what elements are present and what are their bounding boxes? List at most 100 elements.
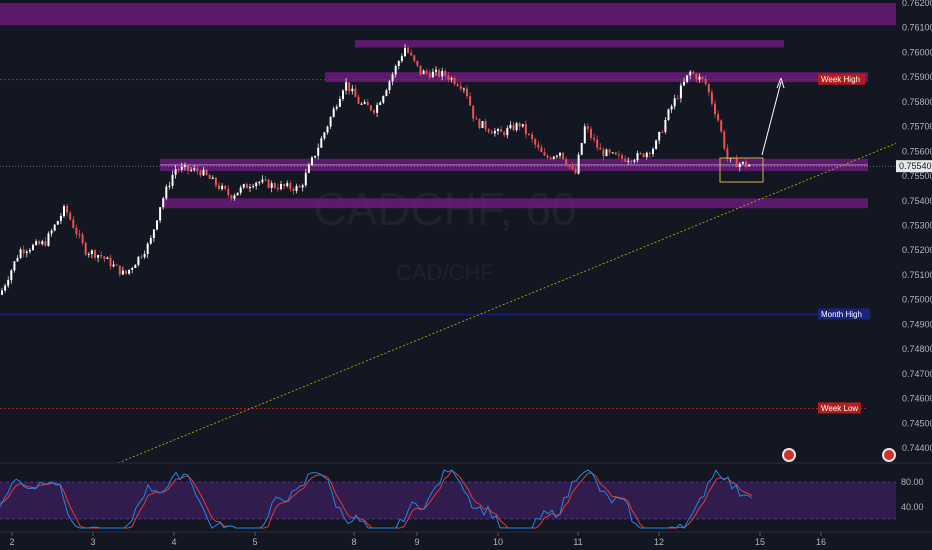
candle-up — [431, 71, 434, 78]
symbol-watermark: CADCHF, 60 — [313, 183, 576, 235]
month-high-label: Month High — [821, 310, 862, 319]
candle-down — [602, 149, 605, 157]
candle-up — [63, 205, 65, 217]
candle-down — [490, 131, 493, 134]
candle-down — [38, 241, 41, 245]
candle-up — [28, 249, 31, 252]
candle-up — [301, 185, 304, 188]
candle-up — [633, 160, 636, 162]
candles-layer — [1, 43, 751, 296]
candle-down — [208, 175, 211, 179]
candle-down — [357, 96, 360, 104]
price-axis[interactable] — [896, 0, 932, 462]
candle-up — [689, 71, 692, 76]
candle-up — [521, 124, 524, 127]
zone-rect[interactable] — [0, 3, 896, 26]
price-tick-label: 0.74400 — [902, 443, 932, 453]
last-price-label: 0.75540 — [899, 161, 932, 171]
candle-down — [22, 249, 25, 254]
candle-up — [16, 258, 19, 262]
candle-down — [466, 88, 468, 97]
candle-up — [351, 88, 354, 92]
candle-up — [332, 108, 335, 118]
candle-up — [162, 198, 165, 208]
consolidation-box[interactable] — [719, 157, 764, 183]
candle-up — [304, 172, 307, 186]
candle-up — [174, 169, 177, 175]
candle-up — [236, 192, 239, 196]
candle-up — [664, 119, 667, 133]
time-axis[interactable]: 2 3 4 5 8 9 10 11 12 15 16 — [9, 532, 826, 547]
zone-rect[interactable] — [162, 198, 868, 209]
candle-down — [714, 103, 716, 115]
event-icon[interactable] — [882, 448, 896, 462]
candle-down — [599, 147, 602, 150]
candle-down — [723, 131, 726, 149]
candle-down — [617, 154, 620, 156]
candle-down — [469, 96, 472, 106]
candle-down — [543, 152, 546, 156]
candle-up — [1, 290, 3, 295]
candle-down — [540, 147, 543, 153]
candle-up — [97, 255, 100, 258]
candle-up — [577, 154, 580, 174]
candle-down — [500, 129, 503, 133]
candle-up — [481, 121, 484, 129]
trendline[interactable] — [117, 142, 898, 464]
candle-up — [748, 165, 751, 167]
candle-up — [686, 75, 689, 82]
candle-up — [165, 186, 168, 199]
candle-down — [487, 129, 490, 132]
candle-up — [580, 143, 583, 155]
candle-down — [125, 270, 127, 274]
price-tick-label: 0.75300 — [902, 221, 932, 231]
candle-down — [639, 153, 642, 155]
candle-down — [109, 257, 112, 267]
price-tick-label: 0.75000 — [902, 295, 932, 305]
candle-up — [627, 160, 630, 162]
candle-down — [537, 144, 540, 148]
last-price-tag: 0.75540 — [896, 160, 932, 173]
candle-down — [701, 76, 704, 79]
candle-down — [369, 105, 372, 111]
candle-down — [224, 185, 227, 190]
candle-up — [338, 99, 341, 107]
time-tick-label: 2 — [9, 537, 14, 547]
candle-up — [382, 95, 385, 103]
price-tick-label: 0.74900 — [902, 319, 932, 329]
candle-up — [249, 187, 251, 189]
candle-up — [180, 166, 183, 170]
candle-up — [211, 177, 214, 179]
candle-down — [407, 47, 410, 53]
candle-up — [193, 168, 196, 170]
candle-down — [354, 88, 357, 97]
zone-rect[interactable] — [325, 72, 868, 83]
candle-up — [239, 187, 242, 193]
last-price-box — [896, 160, 932, 173]
price-tick-label: 0.75200 — [902, 245, 932, 255]
candle-up — [90, 250, 93, 254]
candle-down — [425, 70, 428, 73]
candle-down — [230, 195, 233, 199]
candle-up — [156, 220, 158, 230]
candle-up — [326, 126, 329, 133]
stoch-tick-80: 80.00 — [901, 477, 924, 487]
candle-down — [593, 137, 596, 140]
price-tick-label: 0.74800 — [902, 344, 932, 354]
candle-down — [614, 152, 617, 155]
projection-arrow[interactable] — [761, 81, 782, 156]
candle-down — [177, 169, 180, 171]
candle-up — [363, 102, 366, 104]
candle-up — [636, 153, 639, 161]
candle-down — [298, 185, 301, 188]
candle-down — [227, 189, 230, 196]
candle-up — [435, 69, 437, 72]
candle-up — [450, 77, 453, 80]
candle-down — [75, 227, 78, 235]
candle-down — [218, 185, 220, 190]
event-icon[interactable] — [782, 448, 796, 462]
candle-down — [568, 165, 571, 167]
zone-rect[interactable] — [355, 40, 784, 48]
candle-up — [698, 76, 701, 80]
